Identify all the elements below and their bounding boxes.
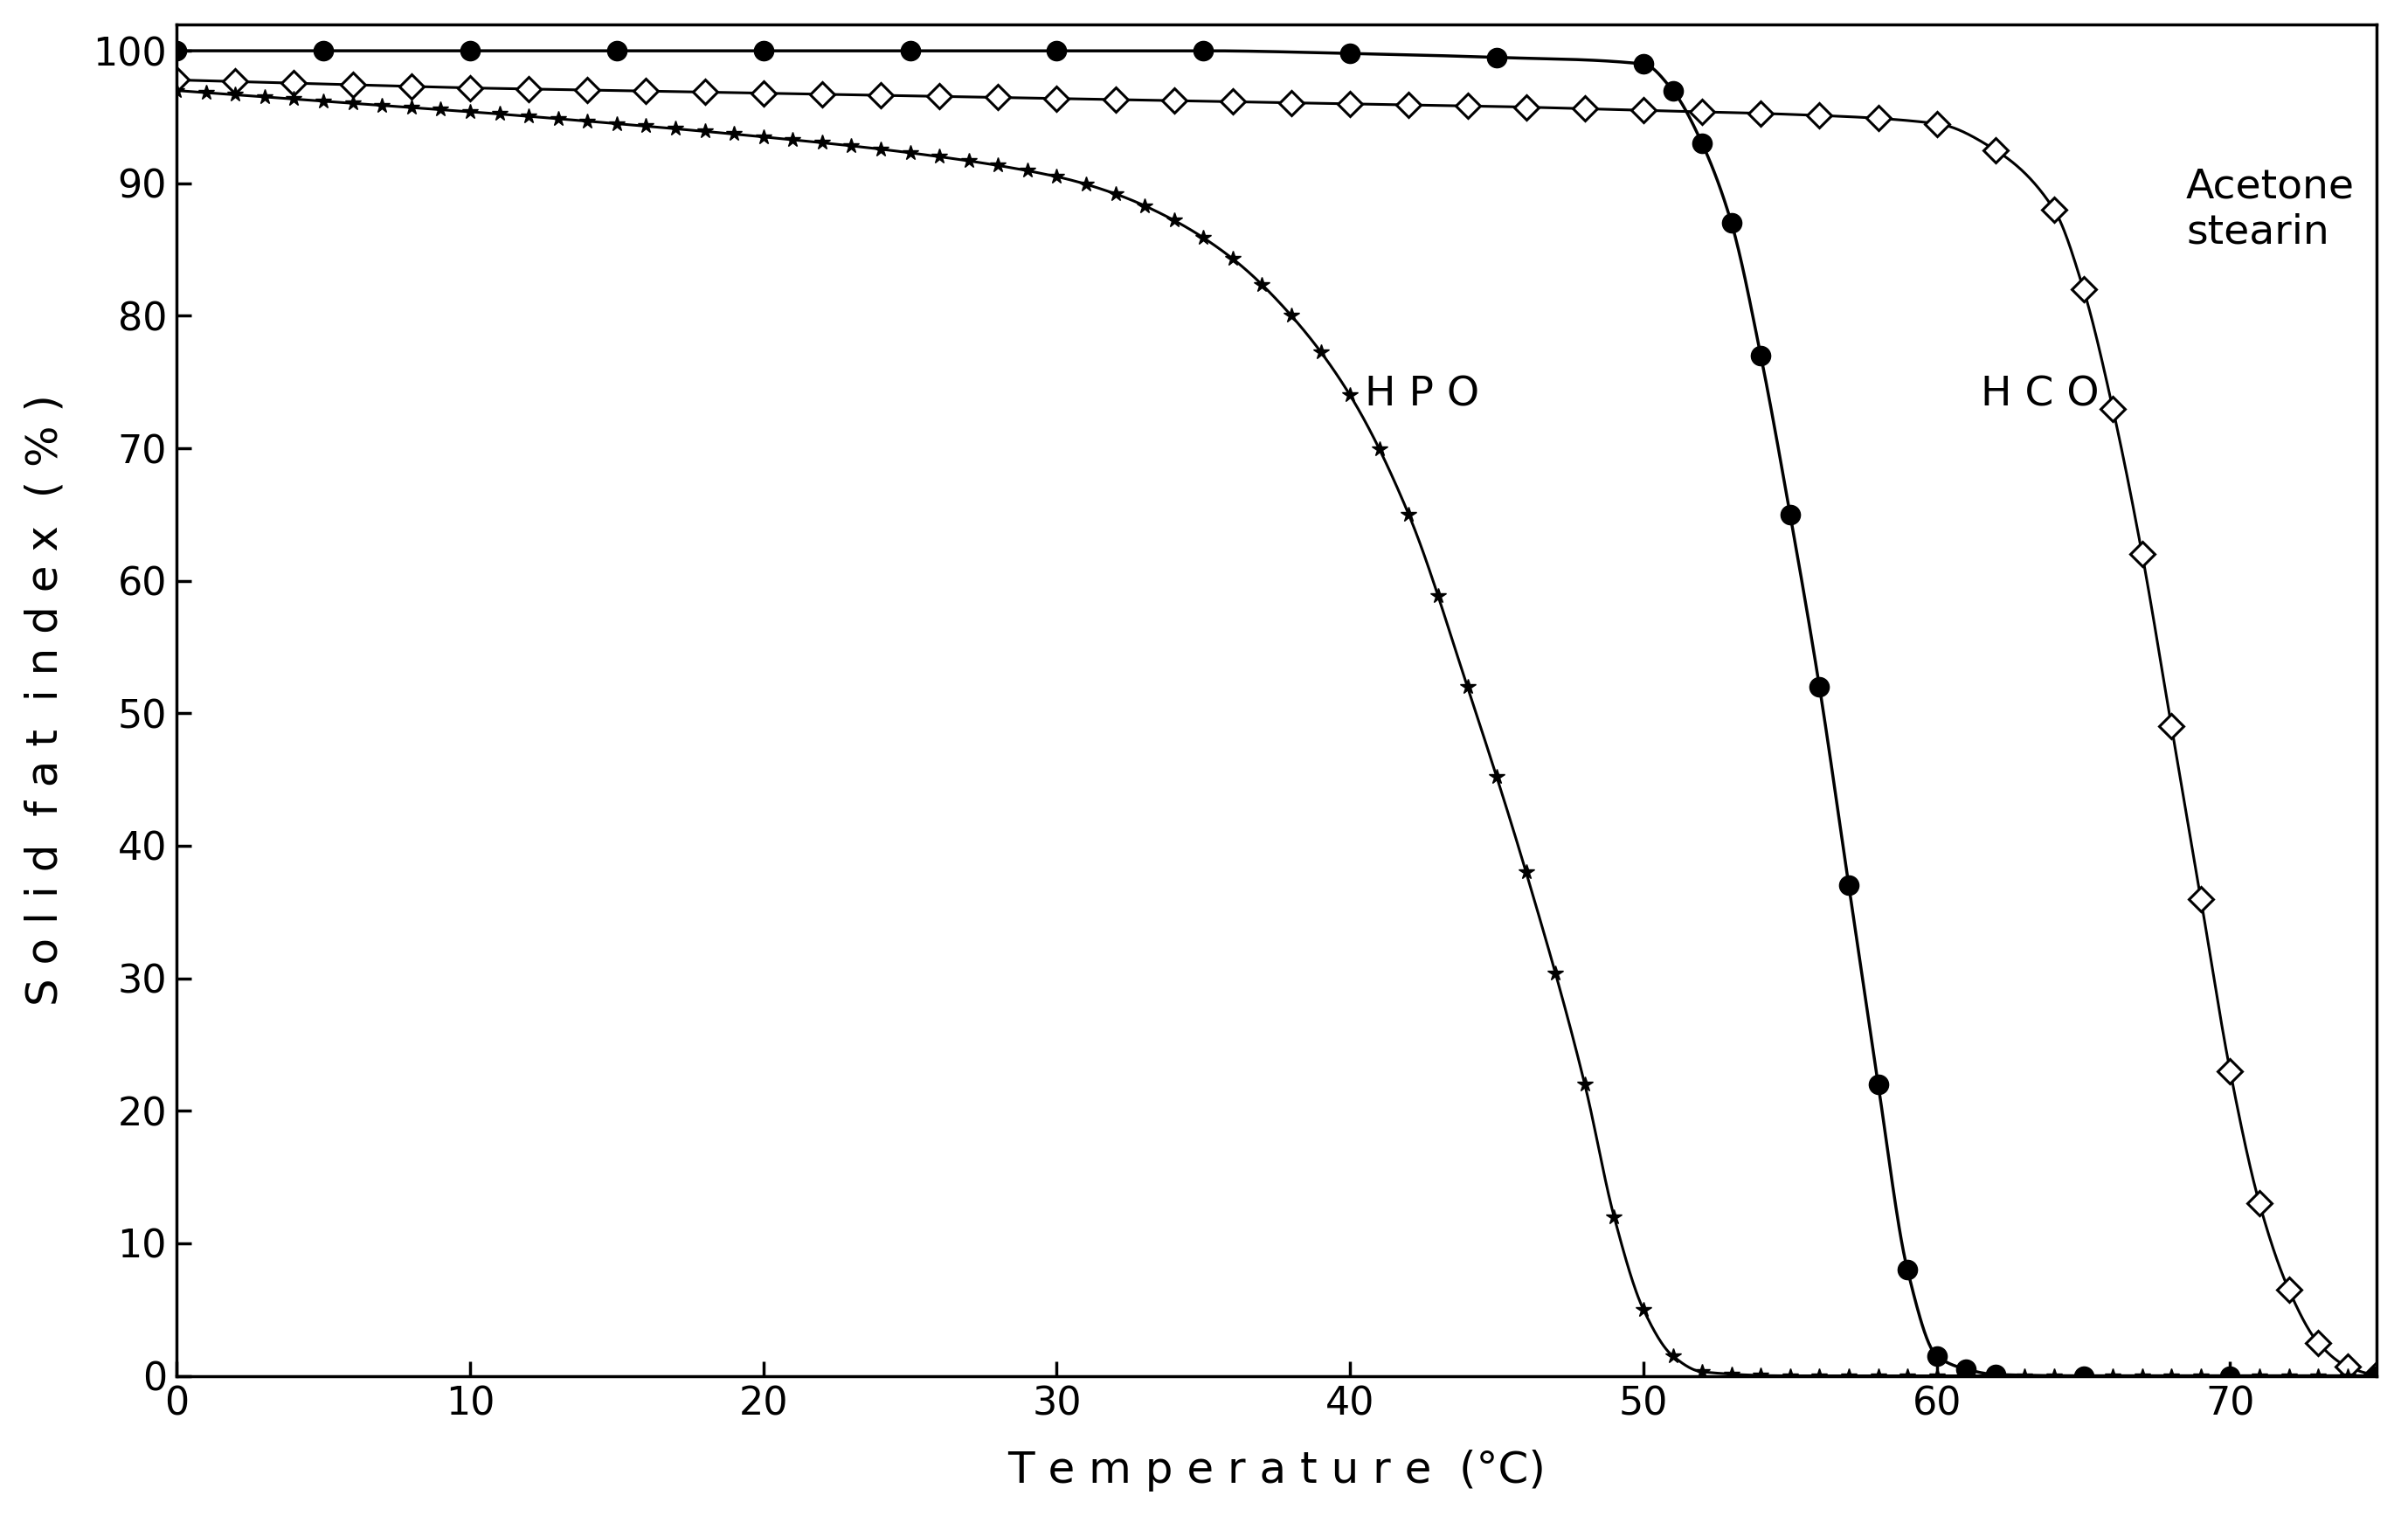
Text: H C O: H C O bbox=[1982, 376, 2100, 415]
Text: Acetone
stearin: Acetone stearin bbox=[2186, 167, 2355, 252]
X-axis label: T e m p e r a t u r e  (°C): T e m p e r a t u r e (°C) bbox=[1007, 1449, 1546, 1492]
Y-axis label: S o l i d  f a t  i n d e x  ( % ): S o l i d f a t i n d e x ( % ) bbox=[24, 394, 65, 1005]
Text: H P O: H P O bbox=[1365, 376, 1479, 415]
